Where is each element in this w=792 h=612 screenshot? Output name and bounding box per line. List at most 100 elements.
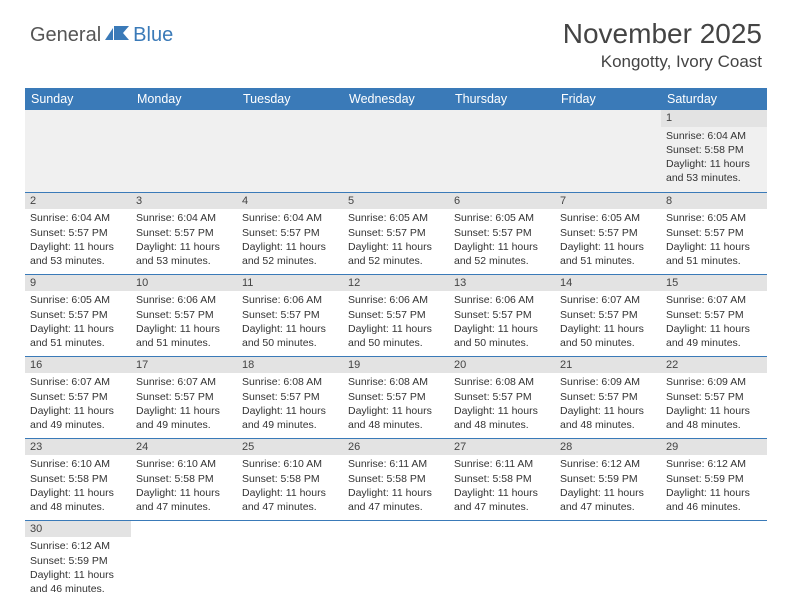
day-content: Sunrise: 6:04 AMSunset: 5:57 PMDaylight:… (25, 209, 131, 271)
calendar-cell (131, 110, 237, 192)
weekday-header: Sunday (25, 88, 131, 110)
day-content: Sunrise: 6:05 AMSunset: 5:57 PMDaylight:… (449, 209, 555, 271)
day-number: 26 (343, 439, 449, 456)
calendar-cell: 23Sunrise: 6:10 AMSunset: 5:58 PMDayligh… (25, 438, 131, 520)
calendar-cell: 30Sunrise: 6:12 AMSunset: 5:59 PMDayligh… (25, 520, 131, 602)
calendar-cell: 25Sunrise: 6:10 AMSunset: 5:58 PMDayligh… (237, 438, 343, 520)
day-content: Sunrise: 6:06 AMSunset: 5:57 PMDaylight:… (131, 291, 237, 353)
calendar-cell: 13Sunrise: 6:06 AMSunset: 5:57 PMDayligh… (449, 274, 555, 356)
day-content: Sunrise: 6:09 AMSunset: 5:57 PMDaylight:… (661, 373, 767, 435)
day-content: Sunrise: 6:06 AMSunset: 5:57 PMDaylight:… (449, 291, 555, 353)
day-number: 10 (131, 275, 237, 292)
day-content: Sunrise: 6:07 AMSunset: 5:57 PMDaylight:… (131, 373, 237, 435)
weekday-header: Wednesday (343, 88, 449, 110)
day-number: 27 (449, 439, 555, 456)
day-content: Sunrise: 6:10 AMSunset: 5:58 PMDaylight:… (25, 455, 131, 517)
day-content: Sunrise: 6:05 AMSunset: 5:57 PMDaylight:… (343, 209, 449, 271)
logo: General Blue (30, 24, 173, 47)
day-content: Sunrise: 6:12 AMSunset: 5:59 PMDaylight:… (555, 455, 661, 517)
day-number: 13 (449, 275, 555, 292)
day-content: Sunrise: 6:08 AMSunset: 5:57 PMDaylight:… (449, 373, 555, 435)
day-content: Sunrise: 6:04 AMSunset: 5:58 PMDaylight:… (661, 127, 767, 189)
calendar-cell (449, 110, 555, 192)
calendar-cell: 27Sunrise: 6:11 AMSunset: 5:58 PMDayligh… (449, 438, 555, 520)
day-number: 12 (343, 275, 449, 292)
day-number: 22 (661, 357, 767, 374)
day-content: Sunrise: 6:07 AMSunset: 5:57 PMDaylight:… (25, 373, 131, 435)
calendar-cell (237, 110, 343, 192)
day-number: 29 (661, 439, 767, 456)
day-content: Sunrise: 6:05 AMSunset: 5:57 PMDaylight:… (25, 291, 131, 353)
calendar-cell: 1Sunrise: 6:04 AMSunset: 5:58 PMDaylight… (661, 110, 767, 192)
day-content: Sunrise: 6:06 AMSunset: 5:57 PMDaylight:… (237, 291, 343, 353)
calendar-cell: 20Sunrise: 6:08 AMSunset: 5:57 PMDayligh… (449, 356, 555, 438)
day-number: 8 (661, 193, 767, 210)
calendar-row: 23Sunrise: 6:10 AMSunset: 5:58 PMDayligh… (25, 438, 767, 520)
calendar-cell: 12Sunrise: 6:06 AMSunset: 5:57 PMDayligh… (343, 274, 449, 356)
calendar-cell: 15Sunrise: 6:07 AMSunset: 5:57 PMDayligh… (661, 274, 767, 356)
day-content: Sunrise: 6:07 AMSunset: 5:57 PMDaylight:… (555, 291, 661, 353)
day-number: 14 (555, 275, 661, 292)
calendar-cell (25, 110, 131, 192)
day-content: Sunrise: 6:10 AMSunset: 5:58 PMDaylight:… (237, 455, 343, 517)
weekday-header: Saturday (661, 88, 767, 110)
calendar-row: 2Sunrise: 6:04 AMSunset: 5:57 PMDaylight… (25, 192, 767, 274)
calendar-cell (555, 520, 661, 602)
day-number: 9 (25, 275, 131, 292)
weekday-header: Thursday (449, 88, 555, 110)
calendar-cell: 18Sunrise: 6:08 AMSunset: 5:57 PMDayligh… (237, 356, 343, 438)
calendar-cell (343, 520, 449, 602)
day-content: Sunrise: 6:12 AMSunset: 5:59 PMDaylight:… (25, 537, 131, 599)
day-number: 2 (25, 193, 131, 210)
weekday-header: Tuesday (237, 88, 343, 110)
day-content: Sunrise: 6:05 AMSunset: 5:57 PMDaylight:… (661, 209, 767, 271)
day-content: Sunrise: 6:04 AMSunset: 5:57 PMDaylight:… (237, 209, 343, 271)
day-content: Sunrise: 6:10 AMSunset: 5:58 PMDaylight:… (131, 455, 237, 517)
day-number: 7 (555, 193, 661, 210)
day-content: Sunrise: 6:09 AMSunset: 5:57 PMDaylight:… (555, 373, 661, 435)
calendar-cell: 11Sunrise: 6:06 AMSunset: 5:57 PMDayligh… (237, 274, 343, 356)
day-number: 25 (237, 439, 343, 456)
day-number: 23 (25, 439, 131, 456)
calendar-table: SundayMondayTuesdayWednesdayThursdayFrid… (25, 88, 767, 602)
day-content: Sunrise: 6:06 AMSunset: 5:57 PMDaylight:… (343, 291, 449, 353)
calendar-cell: 4Sunrise: 6:04 AMSunset: 5:57 PMDaylight… (237, 192, 343, 274)
day-number: 15 (661, 275, 767, 292)
logo-text-blue: Blue (133, 24, 173, 47)
day-number: 24 (131, 439, 237, 456)
day-content: Sunrise: 6:11 AMSunset: 5:58 PMDaylight:… (449, 455, 555, 517)
day-number: 4 (237, 193, 343, 210)
calendar-cell: 17Sunrise: 6:07 AMSunset: 5:57 PMDayligh… (131, 356, 237, 438)
calendar-cell: 22Sunrise: 6:09 AMSunset: 5:57 PMDayligh… (661, 356, 767, 438)
calendar-cell (449, 520, 555, 602)
flag-icon (105, 24, 131, 47)
calendar-cell (343, 110, 449, 192)
weekday-header-row: SundayMondayTuesdayWednesdayThursdayFrid… (25, 88, 767, 110)
calendar-cell (237, 520, 343, 602)
day-content: Sunrise: 6:08 AMSunset: 5:57 PMDaylight:… (343, 373, 449, 435)
day-number: 30 (25, 521, 131, 538)
day-number: 28 (555, 439, 661, 456)
calendar-cell: 26Sunrise: 6:11 AMSunset: 5:58 PMDayligh… (343, 438, 449, 520)
day-number: 5 (343, 193, 449, 210)
calendar-row: 30Sunrise: 6:12 AMSunset: 5:59 PMDayligh… (25, 520, 767, 602)
day-content: Sunrise: 6:04 AMSunset: 5:57 PMDaylight:… (131, 209, 237, 271)
calendar-cell: 8Sunrise: 6:05 AMSunset: 5:57 PMDaylight… (661, 192, 767, 274)
calendar-cell: 29Sunrise: 6:12 AMSunset: 5:59 PMDayligh… (661, 438, 767, 520)
calendar-cell: 24Sunrise: 6:10 AMSunset: 5:58 PMDayligh… (131, 438, 237, 520)
day-number: 1 (661, 110, 767, 127)
calendar-row: 1Sunrise: 6:04 AMSunset: 5:58 PMDaylight… (25, 110, 767, 192)
day-number: 16 (25, 357, 131, 374)
calendar-cell (131, 520, 237, 602)
day-number: 18 (237, 357, 343, 374)
calendar-row: 16Sunrise: 6:07 AMSunset: 5:57 PMDayligh… (25, 356, 767, 438)
weekday-header: Monday (131, 88, 237, 110)
calendar-cell: 3Sunrise: 6:04 AMSunset: 5:57 PMDaylight… (131, 192, 237, 274)
weekday-header: Friday (555, 88, 661, 110)
calendar-cell (555, 110, 661, 192)
calendar-cell: 21Sunrise: 6:09 AMSunset: 5:57 PMDayligh… (555, 356, 661, 438)
calendar-cell: 9Sunrise: 6:05 AMSunset: 5:57 PMDaylight… (25, 274, 131, 356)
day-content: Sunrise: 6:08 AMSunset: 5:57 PMDaylight:… (237, 373, 343, 435)
month-title: November 2025 (563, 18, 762, 50)
calendar-cell: 10Sunrise: 6:06 AMSunset: 5:57 PMDayligh… (131, 274, 237, 356)
